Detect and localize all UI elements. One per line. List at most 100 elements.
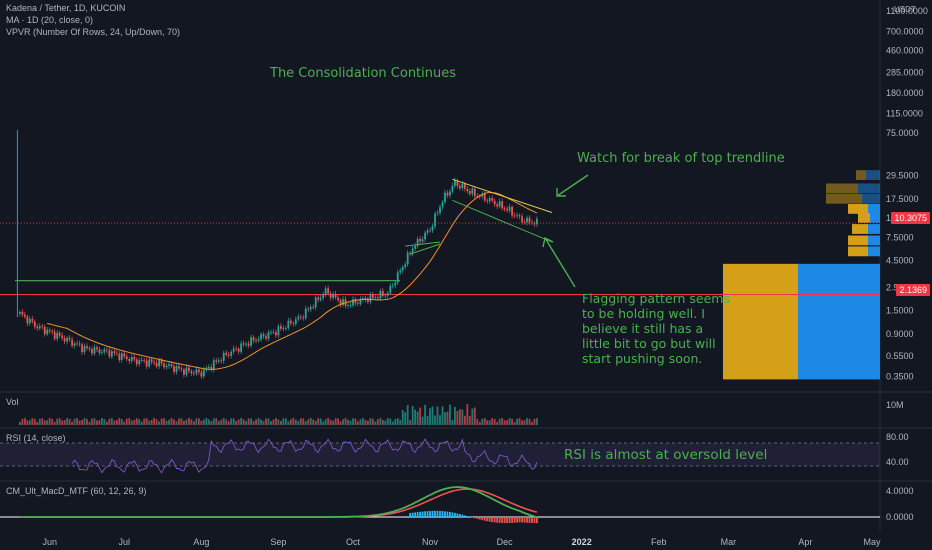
volume-bar [173, 419, 175, 425]
x-tick-label: Mar [721, 537, 737, 547]
volume-bar [197, 418, 200, 425]
volume-bar [329, 419, 332, 425]
price-tick-label: 4.5000 [886, 256, 914, 266]
rsi-pane: 80.00 40.00 [0, 432, 909, 474]
grid [0, 0, 932, 532]
volume-bar [334, 418, 337, 425]
moving-average [47, 191, 538, 370]
macd-histogram-bar [526, 517, 528, 523]
candle-body [73, 343, 76, 346]
volume-bar [369, 418, 372, 425]
candle-body [33, 321, 36, 327]
volume-bar [526, 418, 528, 425]
volume-bar [466, 404, 469, 425]
candle-body [185, 367, 188, 375]
volume-bar [451, 420, 454, 425]
candle-body [454, 180, 456, 186]
candle-body [401, 266, 404, 271]
candle-body [88, 348, 91, 349]
volume-bar [434, 415, 436, 425]
candle-body [105, 349, 108, 351]
volume-bar [280, 421, 282, 425]
candle-body [319, 298, 322, 300]
volume-bar [108, 418, 111, 425]
rsi-tick-upper: 80.00 [886, 432, 909, 442]
candle-body [458, 185, 461, 189]
volume-bar [46, 420, 49, 425]
candle-body [359, 299, 362, 304]
volume-bar [471, 408, 474, 425]
candle-body [173, 366, 175, 372]
candle-body [334, 293, 337, 298]
candle-body [38, 326, 41, 329]
candle-body [468, 191, 471, 194]
candle-body [396, 272, 399, 283]
candle-body [83, 346, 86, 353]
volume-bar [284, 418, 287, 425]
candle-body [284, 327, 287, 329]
macd-histogram-bar [523, 517, 526, 523]
candle-body [277, 326, 280, 336]
volume-bar [449, 404, 451, 425]
volume-bar [242, 419, 245, 425]
vpvr-down-bar [826, 193, 862, 204]
candle-body [260, 334, 262, 340]
macd-line [19, 486, 538, 519]
candle-body [145, 360, 148, 367]
volume-bar [292, 418, 295, 425]
candle-body [332, 293, 335, 298]
volume-bar [185, 419, 188, 425]
volume-bar [516, 418, 518, 425]
volume-bar [200, 420, 203, 425]
candle-body [461, 183, 464, 189]
macd-histogram-bar [461, 514, 464, 517]
candles [16, 130, 538, 380]
volume-bar [349, 420, 352, 425]
volume-bar [237, 419, 240, 425]
macd-histogram-bar [411, 512, 414, 517]
candle-body [297, 316, 300, 320]
volume-bar [255, 419, 257, 425]
volume-bar [245, 421, 248, 425]
volume-bar [91, 418, 93, 425]
volume-bar [404, 412, 407, 425]
volume-bar [86, 419, 88, 425]
macd-histogram-bar [466, 516, 469, 517]
vpvr-down-bar [852, 224, 868, 234]
price-tick-label: 7.5000 [886, 233, 914, 243]
candle-body [23, 314, 26, 317]
volume-bar [247, 418, 250, 425]
candle-body [349, 305, 352, 306]
volume-bar [384, 420, 387, 425]
volume-bar [118, 418, 121, 425]
candle-body [473, 188, 476, 197]
vpvr-down-bar [856, 170, 866, 180]
volume-bar [81, 420, 83, 425]
volume-bar [312, 419, 315, 425]
candle-body [58, 332, 61, 336]
volume-bar [267, 418, 270, 425]
candle-body [434, 213, 436, 227]
vpvr-down-bar [858, 212, 870, 223]
candle-body [456, 180, 459, 186]
candle-body [282, 327, 285, 329]
candle-body [200, 372, 203, 377]
candle-body [217, 360, 220, 362]
candle-body [531, 222, 533, 224]
volume-bar [322, 421, 325, 425]
candle-body [394, 282, 397, 286]
candle-body [252, 337, 255, 341]
macd-histogram-bar [491, 517, 494, 523]
volume-bar [381, 419, 384, 425]
horizontal-levels [0, 222, 880, 296]
candle-body [212, 360, 215, 370]
candle-body [215, 360, 218, 362]
volume-bar [188, 418, 190, 425]
vpvr-up-bar [870, 212, 880, 223]
candle-body [128, 359, 131, 362]
candle-body [195, 369, 198, 374]
volume-bar [347, 419, 349, 425]
volume-bar [257, 418, 260, 425]
candle-body [56, 332, 59, 339]
